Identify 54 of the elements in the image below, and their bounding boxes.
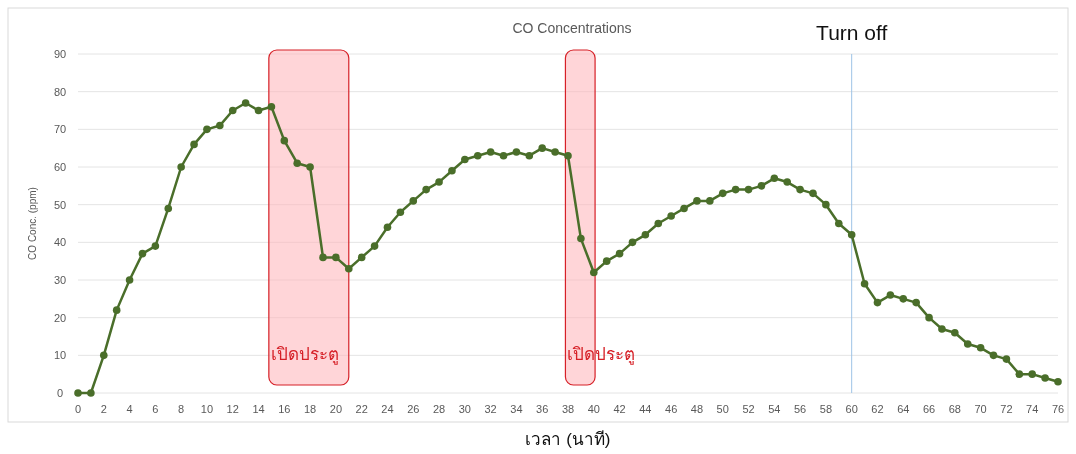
x-tick-label: 36 (536, 403, 549, 415)
x-tick-label: 42 (613, 403, 626, 415)
x-tick-label: 30 (458, 403, 471, 415)
ref-line-label: Turn off (816, 21, 888, 44)
x-tick-label: 24 (381, 403, 394, 415)
x-tick-label: 2 (100, 403, 107, 415)
y-axis-title: CO Conc. (ppm) (27, 187, 38, 260)
x-tick-label: 60 (845, 403, 858, 415)
x-tick-label: 56 (793, 403, 807, 415)
y-tick-label: 0 (56, 387, 64, 399)
x-tick-label: 68 (948, 403, 961, 415)
x-tick-label: 0 (74, 403, 82, 415)
x-tick-label: 76 (1051, 403, 1065, 415)
x-tick-label: 46 (665, 403, 678, 415)
x-tick-label: 54 (768, 403, 781, 415)
x-tick-label: 18 (303, 403, 317, 415)
x-tick-label: 4 (126, 403, 133, 415)
x-tick-label: 16 (278, 403, 291, 415)
chart-title: CO Concentrations (512, 20, 632, 36)
x-tick-label: 38 (561, 403, 575, 415)
x-tick-label: 32 (484, 403, 497, 415)
x-tick-label: 70 (974, 403, 987, 415)
x-tick-label: 44 (639, 403, 652, 415)
y-tick-label: 50 (53, 198, 67, 211)
x-tick-label: 20 (329, 403, 343, 415)
x-tick-label: 58 (819, 403, 833, 415)
band-label: เปิดประตู (270, 345, 339, 365)
x-tick-label: 64 (897, 403, 910, 415)
x-tick-label: 12 (226, 403, 239, 415)
y-tick-label: 70 (53, 123, 67, 136)
x-tick-label: 22 (355, 403, 368, 415)
x-tick-label: 26 (407, 403, 420, 415)
x-tick-label: 14 (252, 403, 265, 415)
x-tick-label: 50 (716, 403, 729, 415)
y-tick-label: 30 (53, 274, 67, 286)
y-tick-label: 90 (53, 48, 67, 60)
y-tick-label: 20 (53, 311, 67, 324)
y-tick-label: 40 (53, 236, 67, 249)
y-tick-label: 10 (53, 349, 67, 362)
x-tick-label: 8 (178, 403, 185, 415)
y-tick-label: 60 (53, 161, 67, 173)
x-tick-label: 74 (1026, 403, 1039, 415)
y-tick-label: 80 (53, 85, 67, 98)
x-tick-label: 40 (587, 403, 600, 415)
x-axis-title: เวลา (นาที) (525, 430, 611, 449)
x-tick-label: 66 (922, 403, 936, 415)
x-tick-label: 48 (690, 403, 704, 415)
x-tick-label: 62 (871, 403, 884, 415)
x-tick-label: 34 (510, 403, 523, 415)
x-tick-label: 10 (200, 403, 214, 415)
x-tick-label: 72 (1000, 403, 1013, 415)
x-tick-label: 28 (432, 403, 446, 415)
x-tick-label: 6 (152, 403, 159, 415)
x-tick-label: 52 (742, 403, 755, 415)
